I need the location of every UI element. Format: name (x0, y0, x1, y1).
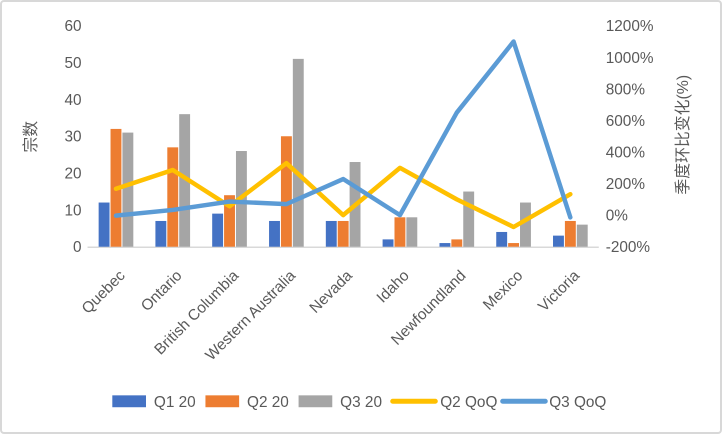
y2-axis-tick-label: 400% (606, 144, 646, 161)
bar-q2-20 (564, 220, 576, 247)
x-axis-category-label: Quebec (79, 267, 129, 317)
line-q3-qoq (113, 39, 573, 220)
bar-q2-20 (337, 220, 349, 247)
bar-q3-20 (406, 217, 418, 247)
x-axis-category-label: Mexico (480, 267, 526, 313)
bar-q1-20 (325, 220, 337, 247)
y-axis-tick-label: 0 (73, 239, 82, 256)
x-axis-category-label: Ontario (138, 267, 186, 315)
bar-q3-20 (179, 114, 191, 247)
legend-swatch-q1-20 (112, 395, 146, 408)
bar-q1-20 (212, 213, 224, 247)
bar-q1-20 (382, 239, 394, 247)
y-axis-tick-label: 60 (65, 18, 82, 35)
bar-q1-20 (98, 202, 110, 247)
y2-axis-title: 季度环比变化(%) (674, 75, 692, 195)
line-q2-qoq (113, 160, 573, 230)
bar-q2-20 (280, 136, 292, 247)
legend-label: Q2 20 (247, 394, 289, 411)
legend-label: Q3 QoQ (549, 394, 606, 411)
legend-swatch-q3-20 (298, 395, 333, 408)
x-axis-category-label: Victoria (535, 267, 583, 315)
bar-q2-20 (451, 239, 463, 247)
bar-q1-20 (496, 231, 508, 247)
bar-q1-20 (553, 235, 564, 247)
x-axis-category-label: Nevada (306, 267, 356, 317)
legend-label: Q1 20 (154, 394, 196, 411)
bar-q2-20 (394, 217, 406, 247)
y2-axis-tick-label: 1000% (606, 50, 654, 67)
y-axis-title: 宗数 (22, 121, 40, 153)
y2-axis-tick-label: -200% (606, 239, 651, 256)
bar-q1-20 (439, 243, 451, 247)
bar-q3-20 (576, 224, 588, 247)
legend-label: Q3 20 (340, 394, 382, 411)
bar-q1-20 (269, 220, 280, 247)
y-axis-tick-label: 20 (65, 166, 82, 183)
y2-axis-tick-label: 0% (606, 208, 629, 225)
bar-q3-20 (520, 202, 531, 247)
bar-q2-20 (167, 147, 179, 247)
y-axis-tick-label: 50 (65, 55, 82, 72)
bar-q2-20 (224, 195, 235, 247)
y2-axis-tick-label: 1200% (606, 18, 654, 35)
y2-axis-tick-label: 600% (606, 113, 646, 130)
legend-label: Q2 QoQ (440, 394, 497, 411)
bar-q3-20 (122, 132, 134, 247)
bar-q1-20 (155, 220, 167, 247)
legend-swatch-q2-20 (205, 395, 240, 408)
y-axis-tick-label: 30 (65, 129, 82, 146)
y2-axis-tick-label: 800% (606, 81, 646, 98)
x-axis-category-label: Idaho (374, 267, 413, 306)
y-axis-tick-label: 10 (65, 202, 82, 219)
bar-q2-20 (508, 243, 520, 247)
y-axis-tick-label: 40 (65, 92, 82, 109)
bar-q3-20 (463, 191, 475, 247)
bar-q3-20 (292, 58, 304, 247)
y2-axis-tick-label: 200% (606, 176, 646, 193)
